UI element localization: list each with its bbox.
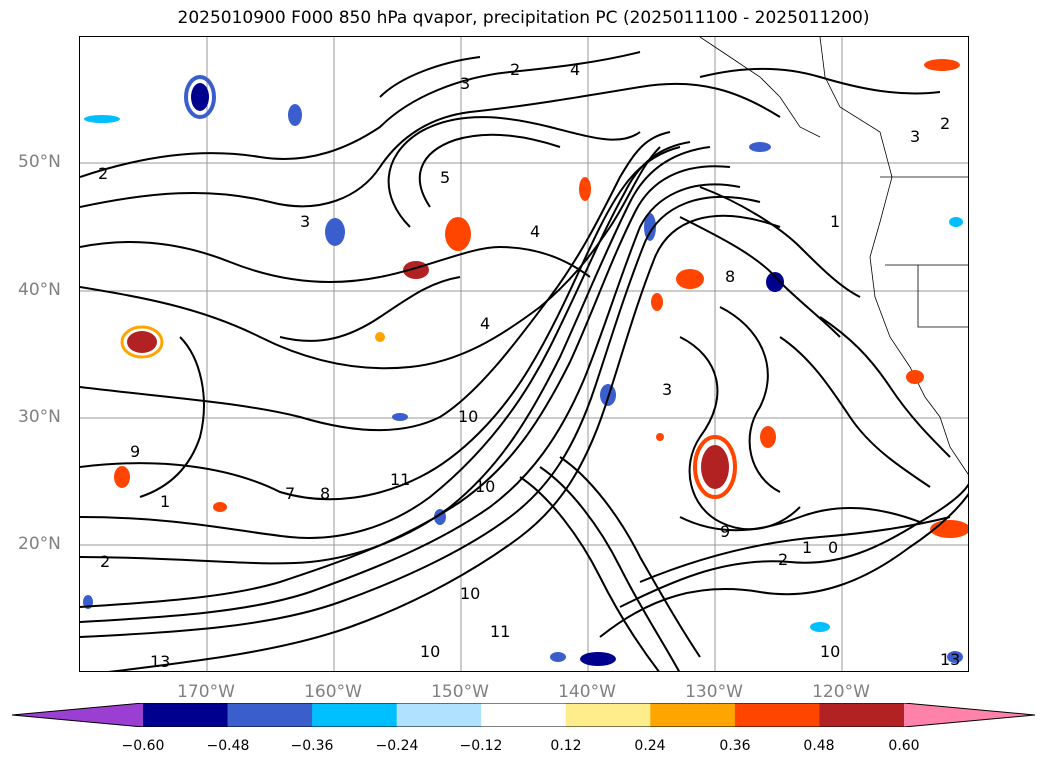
lon-label-130w: 130°W [685,682,743,702]
lat-label-50n: 50°N [18,152,61,172]
colorbar-segment [734,703,820,727]
contour-label: 7 [285,484,295,503]
lon-label-170w: 170°W [177,682,235,702]
contour-label: 4 [530,222,540,241]
colorbar-segment [650,703,736,727]
contour-label: 9 [720,522,730,541]
contour-label: 1 [802,538,812,557]
contour-label: 3 [460,74,470,93]
colorbar-segment [819,703,905,727]
colorbar [12,703,1036,727]
contour-label: 2 [510,60,520,79]
colorbar-tick-label: 0.48 [803,738,835,754]
contour-label: 10 [460,584,480,603]
colorbar-segment [565,703,651,727]
contour-label: 8 [725,267,735,286]
figure-title: 2025010900 F000 850 hPa qvapor, precipit… [177,8,870,28]
contour-label: 11 [390,470,410,489]
lon-label-120w: 120°W [812,682,870,702]
contour-label: 1 [160,492,170,511]
colorbar-tick-label: −0.24 [375,738,419,754]
colorbar-segment [312,703,398,727]
contour-label: 2 [940,114,950,133]
contour-label: 2 [98,164,108,183]
colorbar-extend-low [12,703,143,727]
colorbar-tick-label: 0.24 [634,738,666,754]
colorbar-segments [12,703,1035,727]
contour-label: 0 [828,538,838,557]
contour-label: 5 [440,168,450,187]
coastlines [699,37,968,475]
lon-label-140w: 140°W [558,682,616,702]
contour-label: 9 [130,442,140,461]
contour-label: 8 [320,484,330,503]
contour-label: 2 [778,550,788,569]
contour-labels: 2 3 2 5 4 4 7 8 10 11 10 3 2 1 0 9 9 11 … [98,60,960,671]
contour-label: 3 [300,212,310,231]
qvapor-contours [80,51,968,671]
colorbar-tick-label: 0.36 [719,738,751,754]
contour-label: 3 [910,127,920,146]
colorbar-tick-label: −0.48 [206,738,250,754]
colorbar-tick-label: −0.36 [290,738,334,754]
contour-label: 2 [100,552,110,571]
lat-label-30n: 30°N [18,407,61,427]
colorbar-extend-high [904,703,1035,727]
contour-label: 13 [940,650,960,669]
contour-label: 4 [480,314,490,333]
colorbar-segment [143,703,229,727]
colorbar-tick-label: −0.60 [121,738,165,754]
precip-anomaly-shading [83,59,968,666]
colorbar-tick-label: −0.12 [459,738,503,754]
lon-label-150w: 150°W [431,682,489,702]
contour-label: 10 [458,407,478,426]
map-canvas: 2 3 2 5 4 4 7 8 10 11 10 3 2 1 0 9 9 11 … [80,37,968,671]
contour-label: 10 [475,477,495,496]
lat-label-20n: 20°N [18,534,61,554]
contour-label: 4 [570,60,580,79]
colorbar-segment [481,703,567,727]
contour-label: 1 [830,212,840,231]
contour-label: 10 [820,642,840,661]
colorbar-tick-label: 0.12 [550,738,582,754]
contour-label: 3 [662,380,672,399]
gridlines [80,37,968,671]
lat-label-40n: 40°N [18,280,61,300]
lon-label-160w: 160°W [304,682,362,702]
contour-label: 13 [150,652,170,671]
contour-label: 10 [420,642,440,661]
colorbar-segment [396,703,482,727]
colorbar-segment [227,703,313,727]
map-panel: 2 3 2 5 4 4 7 8 10 11 10 3 2 1 0 9 9 11 … [79,36,969,672]
contour-label: 11 [490,622,510,641]
colorbar-tick-label: 0.60 [888,738,920,754]
